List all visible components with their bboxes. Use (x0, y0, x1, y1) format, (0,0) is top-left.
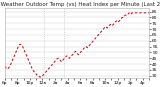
Title: Milwaukee Weather Outdoor Temp (vs) Heat Index per Minute (Last 24 Hours): Milwaukee Weather Outdoor Temp (vs) Heat… (0, 2, 160, 7)
